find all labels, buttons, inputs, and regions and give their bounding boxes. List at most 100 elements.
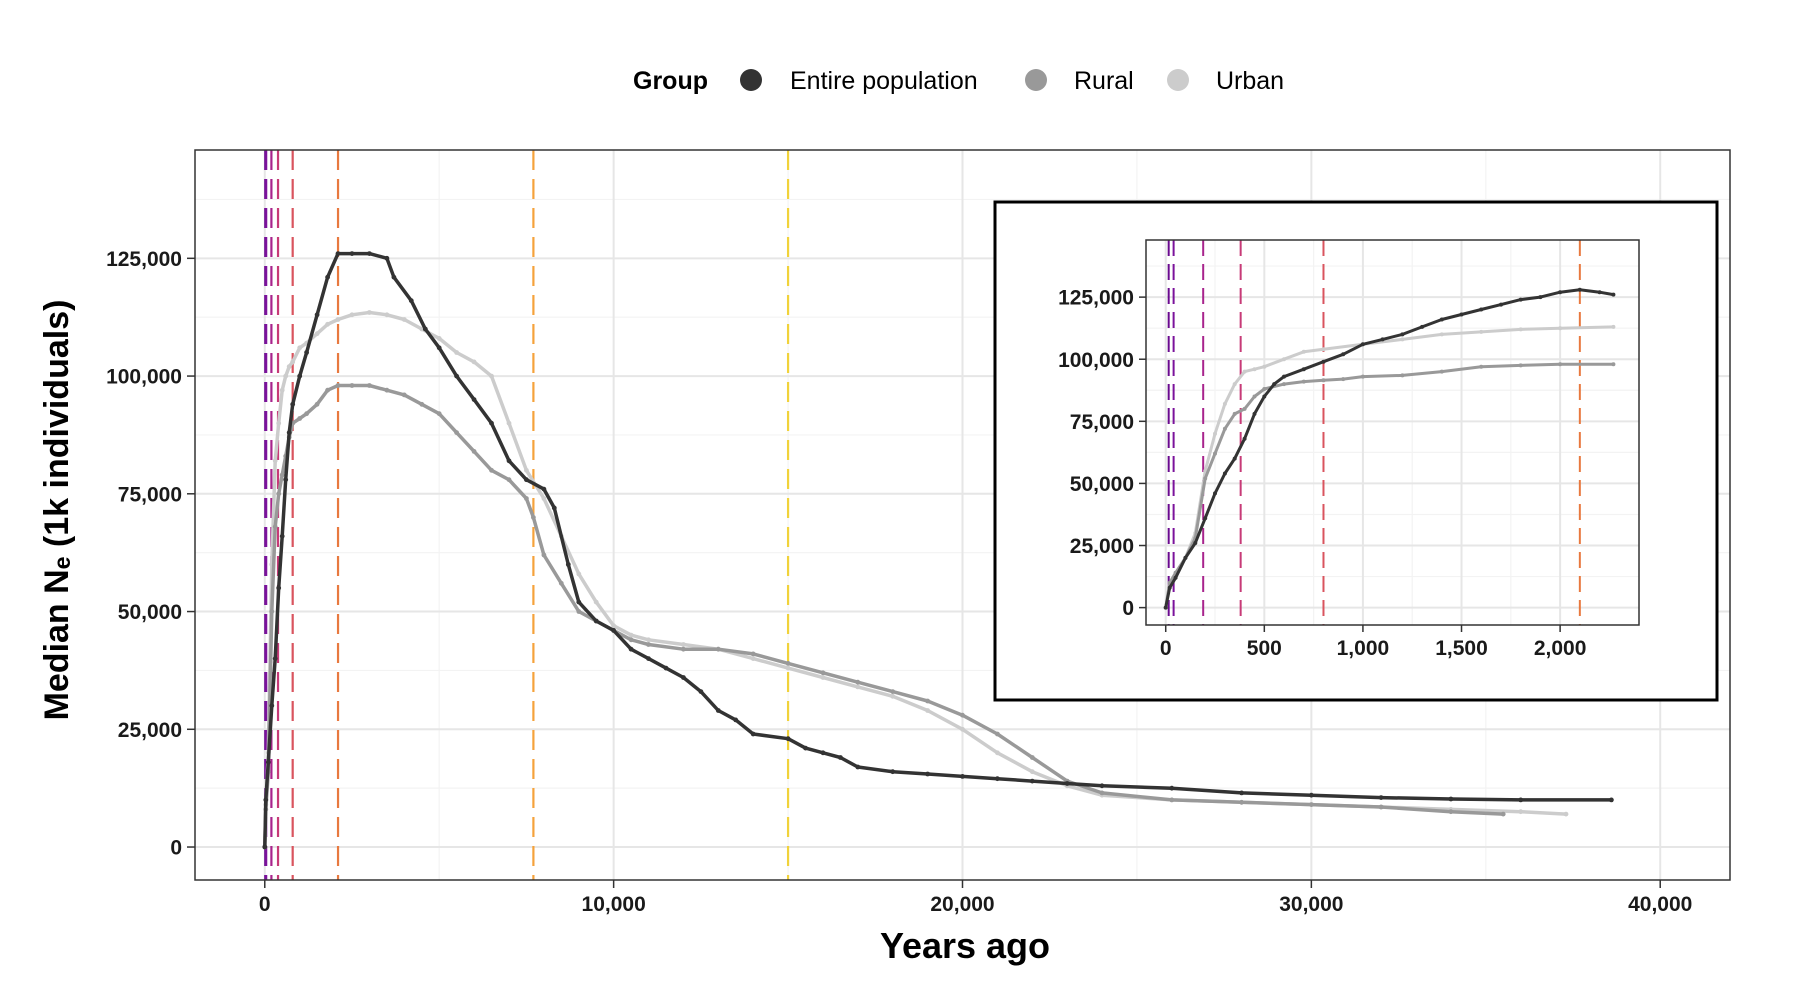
- main-data-point: [454, 373, 459, 379]
- inset-data-point: [1518, 363, 1523, 368]
- main-data-point: [995, 776, 1000, 782]
- main-data-point: [471, 359, 477, 365]
- main-x-tick-label: 0: [259, 893, 271, 916]
- inset-data-point: [1301, 379, 1306, 384]
- inset-data-point: [1262, 394, 1267, 399]
- main-data-point: [576, 599, 582, 605]
- inset-data-point: [1167, 585, 1172, 590]
- inset-data-point: [1242, 436, 1247, 441]
- inset-data-point: [1341, 377, 1346, 382]
- main-data-point: [803, 745, 808, 751]
- main-data-point: [646, 656, 651, 661]
- main-data-point: [489, 467, 494, 473]
- main-data-point: [593, 599, 599, 605]
- main-data-point: [1563, 811, 1569, 817]
- legend-key-1: [740, 69, 762, 91]
- main-data-point: [489, 373, 494, 379]
- main-data-point: [367, 383, 372, 388]
- main-data-point: [436, 411, 442, 417]
- inset-data-point: [1163, 605, 1168, 610]
- main-data-point: [325, 321, 330, 327]
- main-data-point: [925, 708, 930, 713]
- main-data-point: [551, 505, 557, 511]
- inset-x-tick-label: 500: [1247, 637, 1282, 660]
- inset-data-point: [1479, 364, 1484, 369]
- inset-data-point: [1183, 555, 1188, 560]
- inset-panel-bg: [1146, 240, 1639, 625]
- main-data-point: [325, 387, 330, 393]
- main-data-point: [297, 416, 303, 421]
- main-data-point: [1064, 781, 1070, 786]
- main-data-point: [681, 646, 686, 652]
- inset-data-point: [1232, 411, 1237, 416]
- inset-data-point: [1400, 337, 1405, 342]
- inset-data-point: [1538, 295, 1543, 300]
- inset-y-tick-label: 75,000: [1070, 411, 1134, 434]
- inset-data-point: [1518, 327, 1523, 332]
- main-data-point: [1239, 790, 1244, 796]
- main-data-point: [663, 665, 669, 671]
- x-axis-title: Years ago: [880, 925, 1050, 966]
- main-data-point: [290, 359, 296, 365]
- legend-entries: Entire population Rural Urban: [740, 67, 1284, 95]
- inset-y-tick-label: 50,000: [1070, 473, 1134, 496]
- main-data-point: [541, 486, 547, 492]
- inset-data-point: [1213, 491, 1217, 496]
- main-data-point: [855, 679, 861, 685]
- main-data-point: [628, 637, 634, 643]
- main-data-point: [890, 693, 896, 699]
- inset-data-point: [1232, 382, 1237, 387]
- main-data-point: [419, 401, 425, 407]
- main-data-point: [401, 392, 407, 398]
- main-data-point: [785, 736, 791, 742]
- inset-data-point: [1262, 387, 1267, 391]
- inset-data-point: [1611, 292, 1616, 297]
- main-data-point: [279, 472, 285, 478]
- main-data-point: [715, 708, 721, 713]
- main-data-point: [314, 331, 320, 337]
- main-data-point: [1378, 795, 1384, 800]
- y-axis-title: Median Nₑ (1k individuals): [38, 300, 76, 721]
- main-data-point: [576, 571, 582, 577]
- inset-data-point: [1321, 347, 1326, 352]
- inset-x-tick-label: 2,000: [1534, 637, 1587, 660]
- main-data-point: [820, 670, 826, 676]
- inset-x-tick-label: 0: [1160, 637, 1172, 660]
- legend-label-2: Rural: [1074, 67, 1134, 95]
- main-data-point: [272, 656, 278, 661]
- main-data-point: [611, 628, 616, 633]
- inset-data-point: [1213, 431, 1217, 436]
- main-x-tick-label: 10,000: [582, 893, 646, 916]
- main-data-point: [304, 350, 309, 355]
- main-data-point: [785, 661, 791, 666]
- main-data-point: [681, 642, 686, 647]
- main-data-point: [276, 420, 282, 426]
- inset-data-point: [1321, 378, 1326, 383]
- inset-x-tick-label: 1,000: [1337, 637, 1390, 660]
- main-data-point: [1239, 799, 1244, 805]
- inset-data-point: [1232, 456, 1237, 461]
- main-data-point: [283, 477, 289, 483]
- inset-data-point: [1173, 575, 1178, 580]
- main-data-point: [314, 401, 320, 407]
- main-data-point: [1309, 802, 1314, 807]
- main-data-point: [855, 684, 861, 690]
- main-data-point: [506, 458, 512, 464]
- inset-y-tick-label: 100,000: [1058, 349, 1134, 372]
- inset-data-point: [1420, 324, 1425, 329]
- inset-data-point: [1439, 369, 1444, 374]
- main-data-point: [272, 524, 278, 530]
- inset-data-point: [1301, 367, 1306, 372]
- main-y-tick-label: 125,000: [106, 248, 182, 271]
- main-data-point: [276, 585, 282, 591]
- main-data-point: [286, 430, 292, 435]
- main-data-point: [314, 312, 320, 318]
- main-data-point: [297, 373, 303, 379]
- main-data-point: [335, 251, 341, 256]
- inset-data-point: [1577, 287, 1582, 292]
- inset-data-point: [1222, 471, 1227, 476]
- main-data-point: [506, 477, 512, 483]
- main-data-point: [960, 712, 965, 718]
- main-data-point: [422, 326, 428, 332]
